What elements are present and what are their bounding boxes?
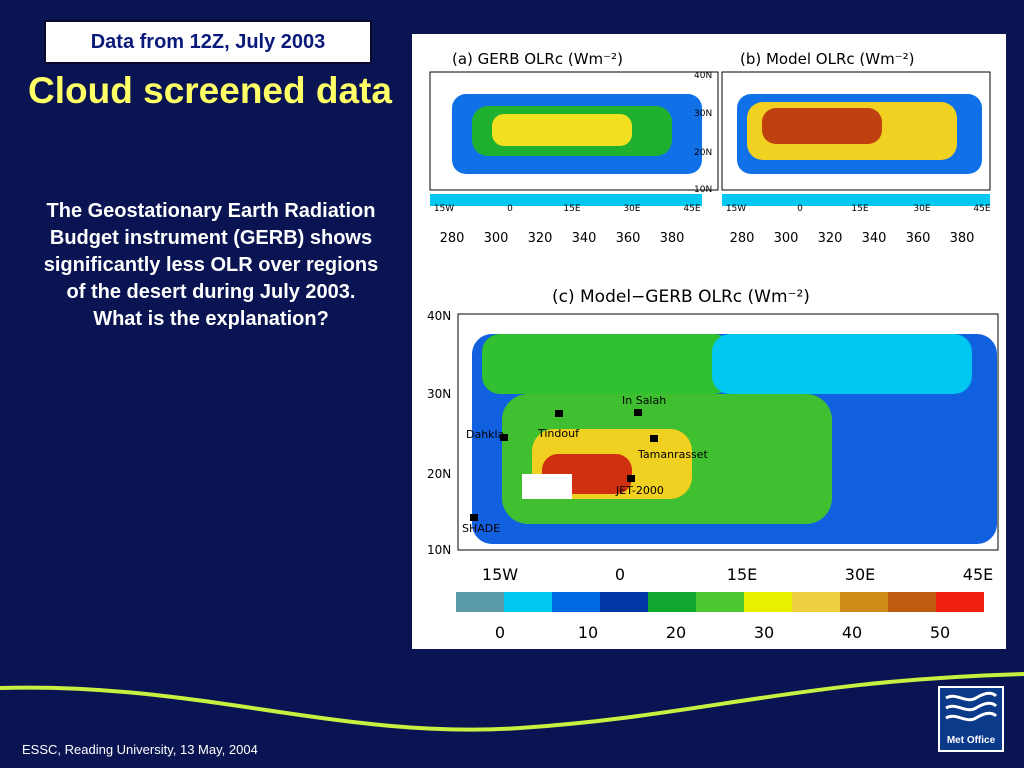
panel-c-lat-label: 30N: [427, 387, 451, 401]
panel-c-lat-label: 10N: [427, 543, 451, 557]
panel-a-colorbar-label: 340: [572, 231, 597, 246]
panel-a-colorbar-labels: 280 300 320 340 360 380: [440, 231, 685, 246]
station-label: Tindouf: [537, 427, 580, 440]
panel-b-lon-labels: 15W 0 15E 30E 45E: [726, 204, 991, 214]
panel-b-colorbar-labels: 280 300 320 340 360 380: [730, 231, 975, 246]
panel-b-colorbar: [722, 194, 990, 206]
panel-b-lat-labels: 40N 30N 20N 10N: [694, 71, 712, 195]
date-label-box: Data from 12Z, July 2003: [44, 20, 372, 64]
station-labels: In Salah Tindouf Dahkla Tamanrasset JET-…: [462, 394, 709, 535]
station-marker: [500, 434, 508, 441]
colorbar-swatch: [600, 592, 648, 612]
panel-c-lat-label: 40N: [427, 309, 451, 323]
panel-a-field-yellow: [492, 114, 632, 146]
panel-b-lon-label: 15E: [851, 204, 868, 214]
panel-b-lat-label: 30N: [694, 109, 712, 119]
panel-b-field-red: [762, 108, 882, 144]
panel-c-colorbar-labels: 0 10 20 30 40 50: [495, 623, 950, 642]
station-label: SHADE: [462, 522, 500, 535]
panel-c-title: (c) Model−GERB OLRc (Wm⁻²): [552, 287, 810, 307]
panel-a-lon-label: 45E: [683, 204, 700, 214]
panel-b-lon-label: 45E: [973, 204, 990, 214]
panel-c-lon-label: 15W: [482, 565, 518, 584]
colorbar-swatch: [792, 592, 840, 612]
panel-c-lon-label: 0: [615, 565, 625, 584]
colorbar-swatch: [744, 592, 792, 612]
slide-title: Cloud screened data: [28, 70, 392, 111]
colorbar-swatch: [456, 592, 504, 612]
panel-a-colorbar-label: 380: [660, 231, 685, 246]
station-markers: [470, 409, 658, 521]
colorbar-swatch: [936, 592, 984, 612]
panel-b-lon-label: 15W: [726, 204, 746, 214]
station-label: In Salah: [622, 394, 666, 407]
panel-c-masked-area: [522, 474, 572, 499]
decorative-wave: [0, 672, 1024, 732]
panel-b-lat-label: 40N: [694, 71, 712, 81]
colorbar-swatch: [888, 592, 936, 612]
panel-b: (b) Model OLRc (Wm⁻²) 40N 30N 20N 10N 15…: [694, 50, 991, 246]
colorbar-swatch: [840, 592, 888, 612]
panel-c-colorbar-label: 20: [666, 623, 686, 642]
panel-c-colorbar-label: 50: [930, 623, 950, 642]
colorbar-swatch: [552, 592, 600, 612]
panel-a-lon-labels: 15W 0 15E 30E 45E: [434, 204, 701, 214]
panel-b-colorbar-label: 300: [774, 231, 799, 246]
panel-c-lat-label: 20N: [427, 467, 451, 481]
station-marker: [470, 514, 478, 521]
panel-b-lon-label: 0: [797, 204, 803, 214]
panel-a: (a) GERB OLRc (Wm⁻²) 15W 0 15E 30E 45E 2…: [429, 50, 719, 246]
colorbar-swatch: [504, 592, 552, 612]
panel-c-field-green-north: [482, 334, 732, 394]
met-office-logo: Met Office: [938, 686, 1004, 752]
panel-a-title: (a) GERB OLRc (Wm⁻²): [452, 50, 623, 68]
panel-c-colorbar: [456, 592, 984, 612]
footer-text: ESSC, Reading University, 13 May, 2004: [22, 742, 258, 757]
panel-a-lon-label: 15E: [563, 204, 580, 214]
panel-a-colorbar-label: 360: [616, 231, 641, 246]
panel-c-lon-label: 45E: [963, 565, 993, 584]
panel-b-lat-label: 10N: [694, 185, 712, 195]
station-marker: [634, 409, 642, 416]
panel-c-lat-labels: 40N 30N 20N 10N: [427, 309, 451, 557]
panel-a-colorbar: [430, 194, 702, 206]
station-label: Tamanrasset: [637, 448, 709, 461]
colorbar-swatch: [696, 592, 744, 612]
panel-b-colorbar-label: 340: [862, 231, 887, 246]
panel-c-lon-labels: 15W 0 15E 30E 45E: [482, 565, 993, 584]
panel-b-lat-label: 20N: [694, 148, 712, 158]
panel-c-colorbar-label: 0: [495, 623, 505, 642]
logo-text: Met Office: [946, 735, 996, 746]
panel-a-lon-label: 15W: [434, 204, 454, 214]
panel-c-colorbar-label: 10: [578, 623, 598, 642]
panel-b-lon-label: 30E: [913, 204, 930, 214]
panel-b-colorbar-label: 280: [730, 231, 755, 246]
station-label: JET-2000: [615, 484, 664, 497]
panel-c: (c) Model−GERB OLRc (Wm⁻²) In Salah: [427, 287, 999, 642]
panel-c-colorbar-label: 40: [842, 623, 862, 642]
panel-b-colorbar-label: 360: [906, 231, 931, 246]
panel-b-colorbar-label: 320: [818, 231, 843, 246]
slide-body-text: The Geostationary Earth Radiation Budget…: [43, 200, 379, 330]
panel-b-title: (b) Model OLRc (Wm⁻²): [740, 50, 914, 68]
panel-c-lon-label: 15E: [727, 565, 757, 584]
panel-a-lon-label: 30E: [623, 204, 640, 214]
panel-c-field-cyan-med: [712, 334, 972, 394]
station-marker: [627, 475, 635, 482]
panel-c-lon-label: 30E: [845, 565, 875, 584]
panel-a-lon-label: 0: [507, 204, 513, 214]
station-marker: [555, 410, 563, 417]
colorbar-swatch: [648, 592, 696, 612]
panel-c-colorbar-label: 30: [754, 623, 774, 642]
station-marker: [650, 435, 658, 442]
olr-figure: (a) GERB OLRc (Wm⁻²) 15W 0 15E 30E 45E 2…: [412, 34, 1006, 649]
wave-logo-icon: [945, 691, 998, 722]
panel-a-colorbar-label: 300: [484, 231, 509, 246]
panel-b-colorbar-label: 380: [950, 231, 975, 246]
station-label: Dahkla: [466, 428, 504, 441]
panel-a-colorbar-label: 280: [440, 231, 465, 246]
panel-a-colorbar-label: 320: [528, 231, 553, 246]
